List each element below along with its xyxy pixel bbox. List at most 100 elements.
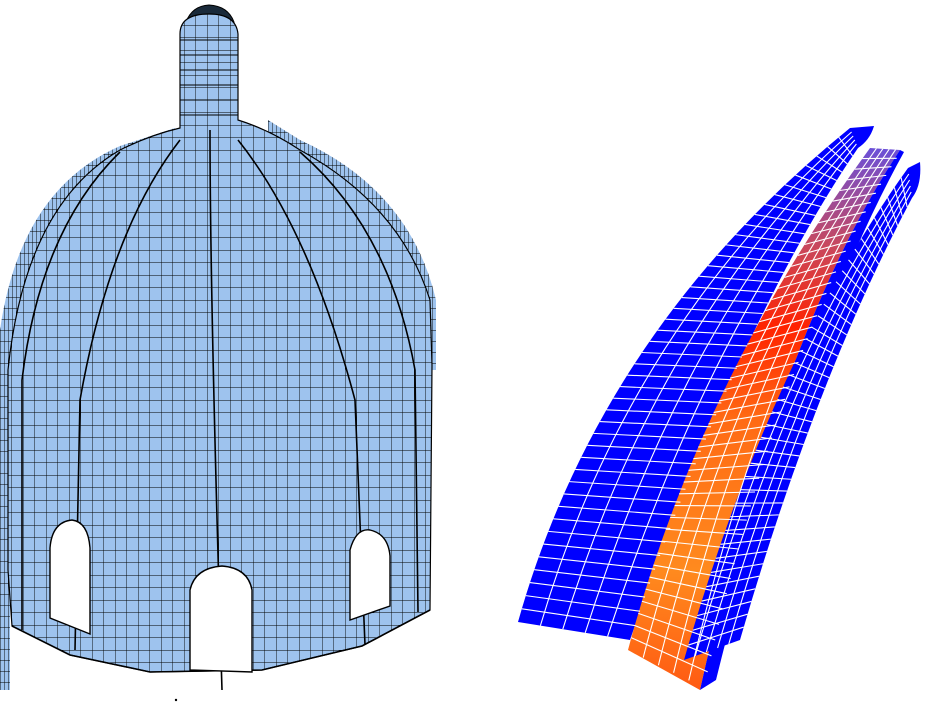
rib-mesh-line (661, 540, 739, 550)
rib-mesh-line (581, 456, 696, 465)
rib-mesh-line (797, 240, 851, 256)
rib-mesh-line (534, 569, 651, 584)
rib-mesh-line (771, 282, 832, 301)
rib-mesh-line (730, 514, 779, 518)
rib-mesh-line (657, 552, 735, 565)
rib-mesh-line (754, 213, 811, 226)
opening-center (189, 565, 253, 673)
rib-stress-plot (518, 126, 921, 690)
rib-mesh-line (665, 318, 758, 325)
rib-mesh-line (867, 227, 884, 255)
rib-mesh-line (587, 444, 701, 452)
rib-mesh-line (613, 397, 722, 404)
rib-mesh-curve (562, 135, 854, 630)
rib-mesh-line (697, 600, 752, 617)
rib-mesh-line (690, 286, 774, 294)
rib-mesh-line (706, 575, 760, 588)
rib-mesh-line (653, 564, 731, 580)
opening-right (349, 529, 391, 621)
rib-mesh-line (765, 292, 827, 312)
rib-mesh-line (599, 420, 712, 428)
rib-mesh-line (854, 248, 875, 275)
rib-mesh-line (790, 250, 846, 267)
rib-mesh-line (804, 230, 856, 246)
rib-mesh-line (548, 530, 666, 543)
rib-mesh-line (816, 155, 843, 173)
rib-mesh-line (683, 477, 760, 483)
rib-mesh-line (679, 491, 756, 495)
rib-mesh-line (835, 281, 861, 305)
rib-mesh-line (839, 183, 882, 192)
rib-mesh-curve (728, 191, 912, 645)
rib-mesh-line (788, 374, 826, 390)
rib-mesh-line (688, 626, 744, 646)
lantern-rings (180, 39, 238, 116)
rib-mesh-line (771, 411, 813, 423)
dome-mesh (0, 4, 436, 702)
rib-mesh-line (753, 315, 818, 334)
rib-mesh-curve (607, 143, 857, 637)
rib-mesh-line (713, 398, 786, 413)
rib-mesh-line (699, 275, 779, 284)
rib-mesh-line (726, 244, 795, 254)
rib-mesh-curve (717, 185, 911, 649)
rib-mesh-line (784, 260, 842, 278)
rib-mesh-line (569, 481, 686, 490)
rib-mesh-line (720, 538, 771, 545)
rib-mesh-line (563, 493, 681, 503)
rib-mesh-line (631, 637, 708, 673)
rib-mesh-line (692, 613, 748, 631)
rib-mesh-line (774, 194, 821, 208)
rib-mesh-line (805, 338, 839, 357)
rib-mesh-line (529, 582, 646, 598)
rib-mesh-line (744, 223, 805, 235)
rib-mesh-line (847, 174, 887, 181)
rib-mesh-line (900, 177, 908, 208)
rib-mesh-line (657, 329, 753, 336)
rib-mesh-line (553, 518, 671, 530)
rib-mesh-line (817, 315, 848, 336)
rib-mesh-line (729, 361, 799, 379)
rib-mesh-line (764, 203, 816, 216)
rib-mesh-line (634, 625, 712, 657)
rib-mesh-line (575, 468, 691, 478)
rib-mesh-line (638, 612, 716, 641)
rib-mesh-line (887, 197, 899, 226)
rib-mesh-line (755, 449, 800, 457)
stray-dot (174, 698, 178, 702)
rib-mesh-line (693, 450, 768, 460)
rib-mesh-line (718, 386, 790, 402)
rib-left (518, 126, 874, 640)
rib-mesh-line (708, 411, 781, 425)
rib-mesh-line (777, 271, 837, 289)
rib-mesh-line (750, 462, 796, 469)
rib-mesh-line (829, 292, 857, 315)
rib-mesh-curve (584, 139, 856, 633)
rib-mesh-line (521, 608, 636, 627)
rib-mesh-line (703, 424, 777, 436)
rib-mesh-line (701, 588, 756, 602)
rib-mesh-curve (539, 131, 852, 626)
rib-mesh-line (841, 270, 866, 295)
rib-mesh-line (794, 362, 830, 379)
rib-mesh-line (854, 166, 892, 170)
rib-mesh-line (538, 556, 656, 570)
rib-mesh-line (641, 351, 743, 358)
rib-mesh-line (873, 217, 889, 245)
rib-mesh-line (825, 201, 871, 213)
rib-mesh-line (710, 563, 764, 573)
rib-mesh-curve (705, 179, 911, 653)
rib-mesh-line (620, 386, 727, 392)
rib-mesh-line (838, 136, 854, 157)
rib-mesh-line (759, 303, 822, 323)
rib-mesh-curve (642, 148, 877, 658)
rib-mesh-line (627, 374, 732, 381)
rib-mesh-line (818, 211, 866, 224)
rib-mesh-line (795, 174, 832, 190)
rib-mesh-line (832, 192, 876, 202)
rib-mesh-line (649, 576, 727, 595)
rib-mesh-line (707, 265, 784, 273)
rib-mesh-line (670, 516, 747, 521)
rib-mesh-line (525, 595, 641, 612)
